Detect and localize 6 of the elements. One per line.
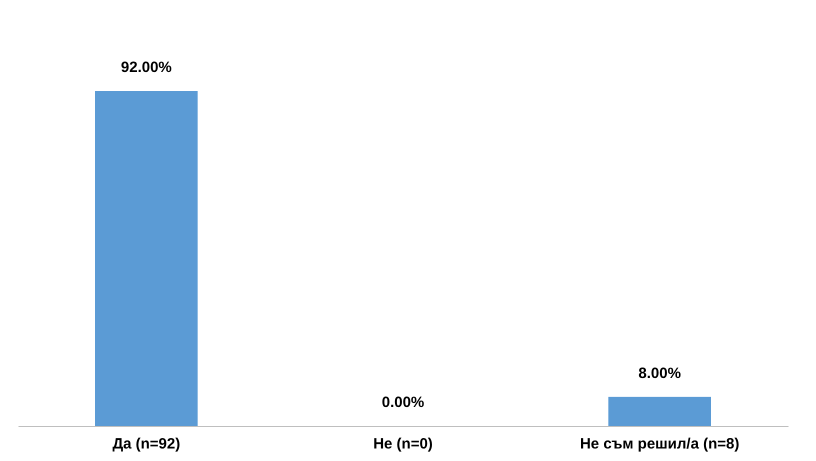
x-tick-label: Не (n=0): [373, 436, 433, 452]
data-label: 0.00%: [382, 394, 424, 411]
data-label: 8.00%: [638, 364, 681, 382]
data-label: 92.00%: [120, 59, 172, 76]
x-tick-label: Не съм решил/а (n=8): [580, 436, 740, 452]
x-tick-label: Да (n=92): [112, 436, 180, 452]
